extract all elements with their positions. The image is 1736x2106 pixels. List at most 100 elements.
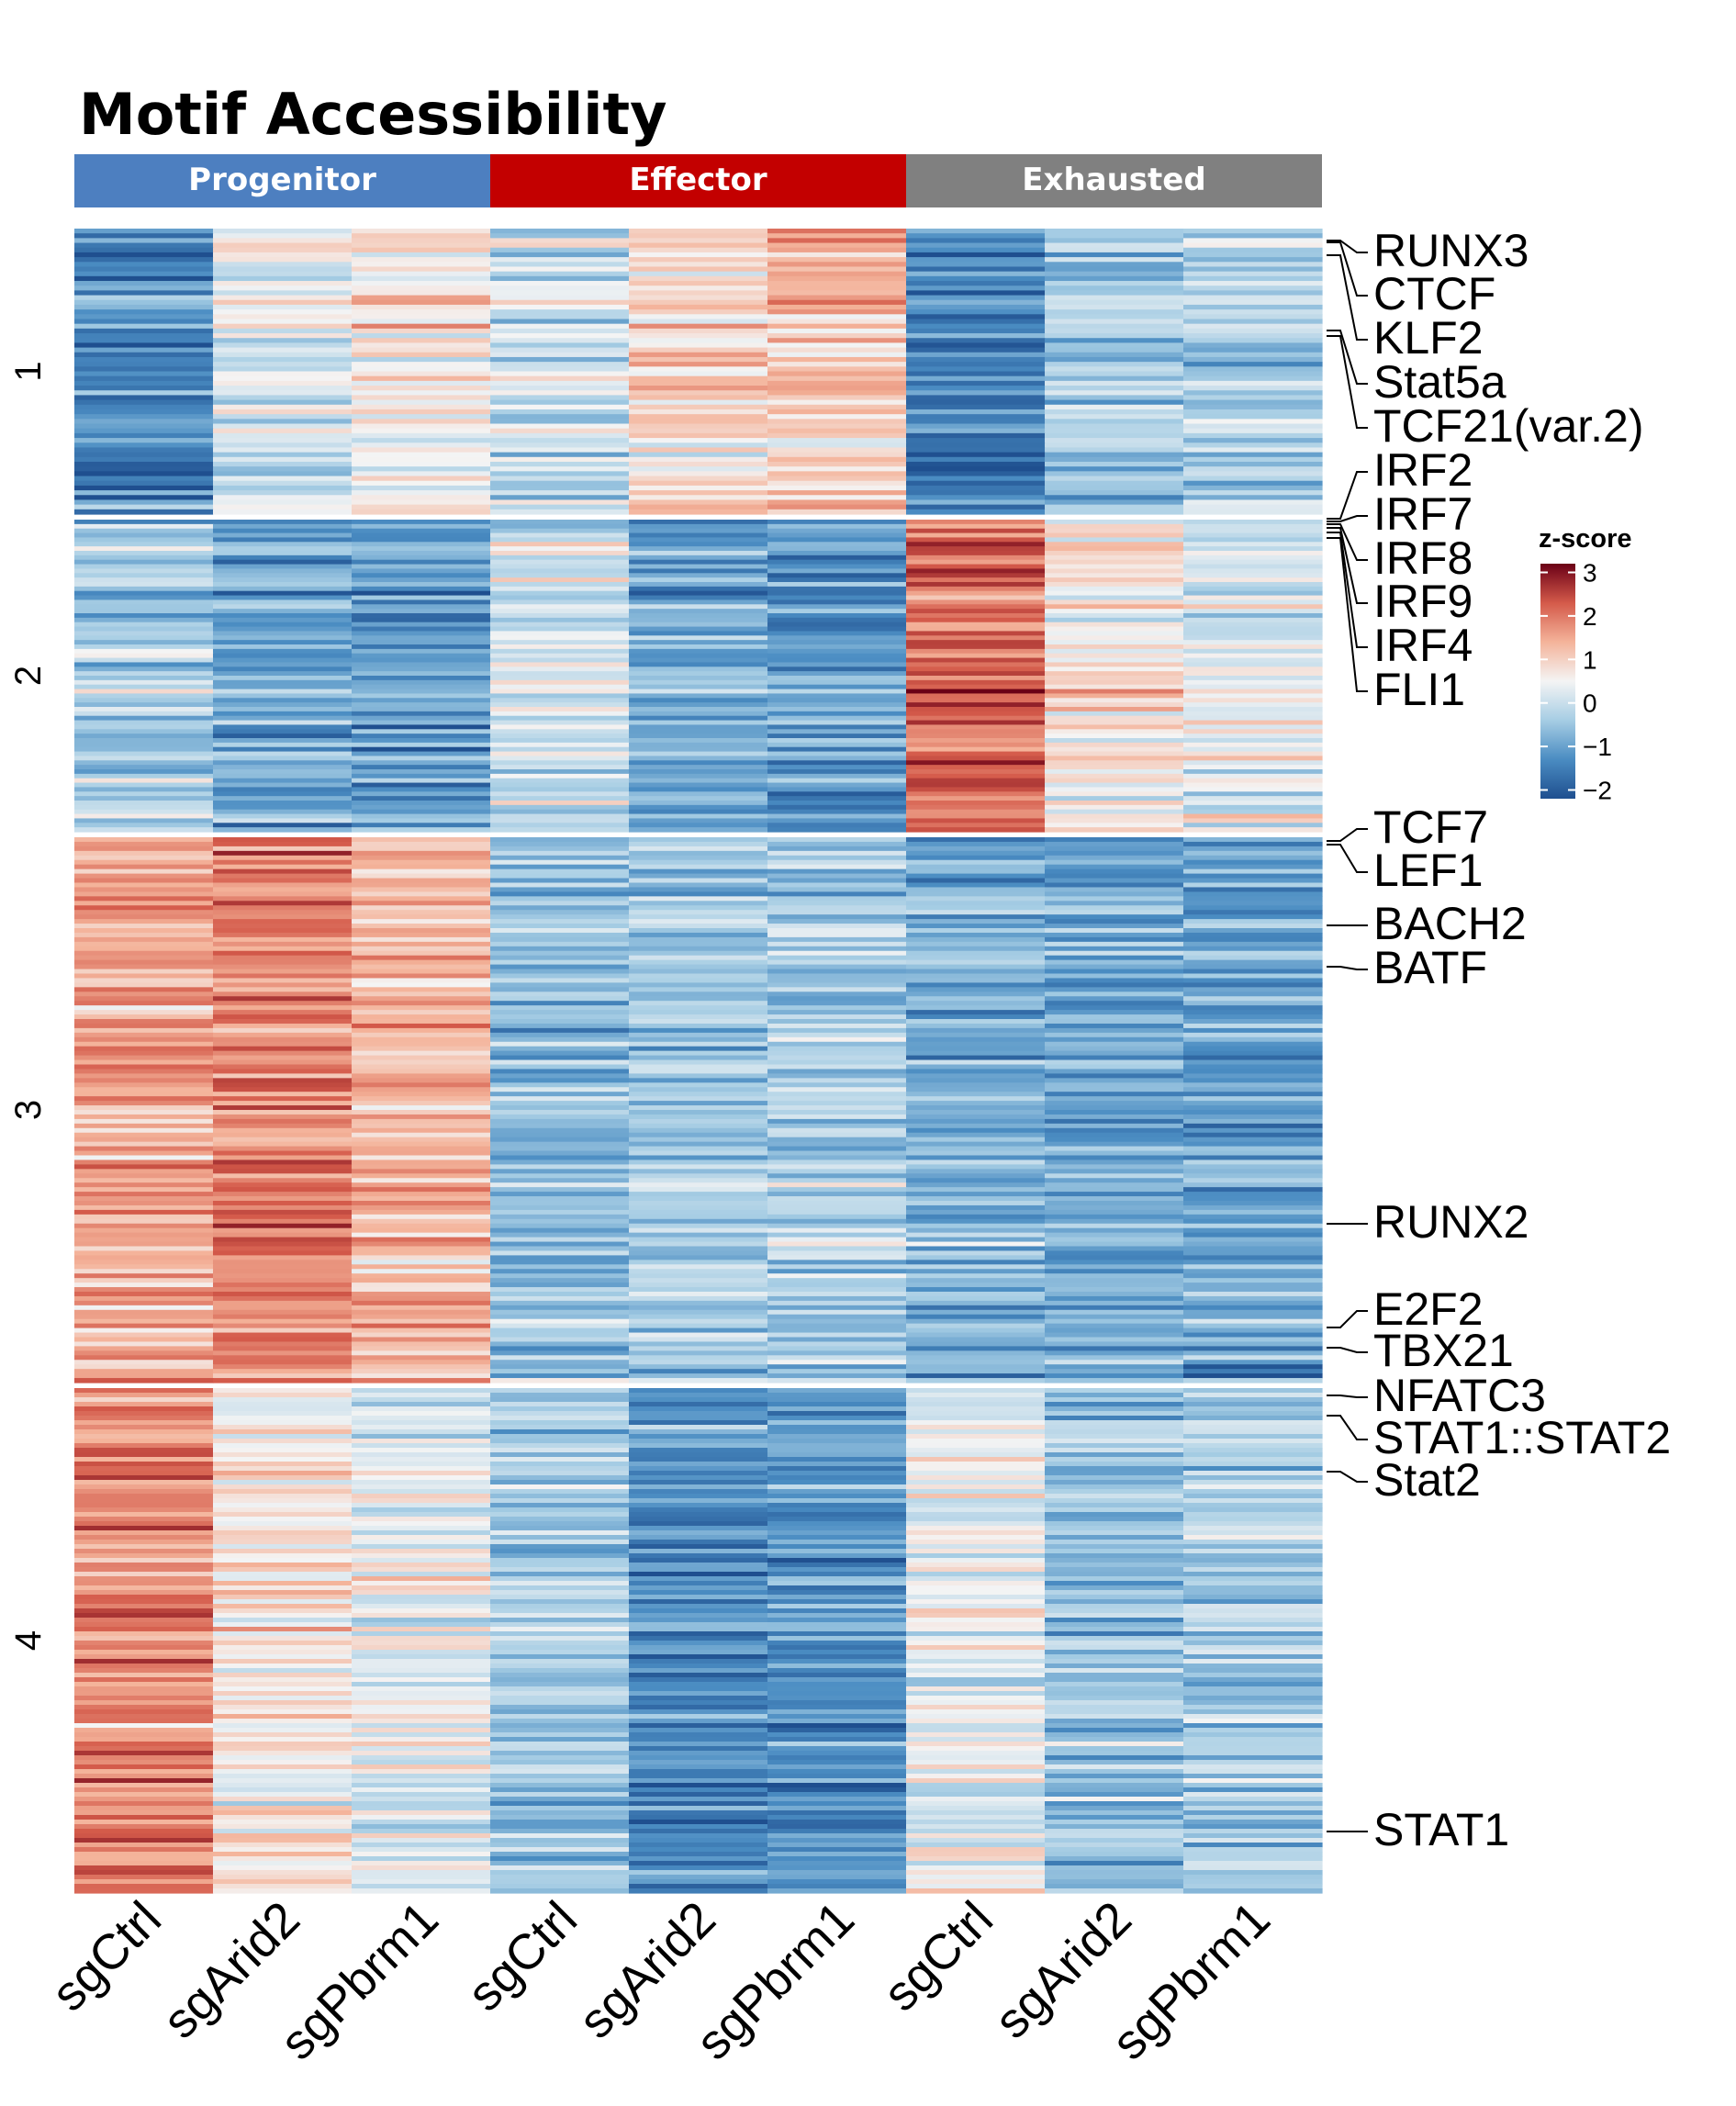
heatmap-cell bbox=[629, 399, 768, 406]
heatmap-cell bbox=[906, 969, 1046, 975]
heatmap-cell bbox=[906, 304, 1046, 310]
heatmap-cell bbox=[74, 804, 214, 811]
heatmap-cell bbox=[352, 996, 491, 1002]
heatmap-cell bbox=[213, 338, 353, 343]
heatmap-cell bbox=[352, 1173, 491, 1179]
heatmap-cell bbox=[74, 1406, 214, 1412]
heatmap-cell bbox=[74, 1146, 214, 1152]
heatmap-cell bbox=[1183, 1751, 1323, 1756]
heatmap-cell bbox=[1183, 480, 1323, 487]
heatmap-cell bbox=[1045, 262, 1184, 268]
heatmap-cell bbox=[906, 568, 1046, 574]
heatmap-cell bbox=[1183, 338, 1323, 343]
heatmap-cell bbox=[629, 1201, 768, 1206]
heatmap-cell bbox=[352, 1709, 491, 1715]
heatmap-cell bbox=[1045, 1001, 1184, 1006]
heatmap-cell bbox=[74, 1838, 214, 1843]
heatmap-cell bbox=[629, 1187, 768, 1193]
heatmap-cell bbox=[490, 452, 630, 458]
heatmap-cell bbox=[213, 252, 353, 258]
heatmap-cell bbox=[629, 1856, 768, 1862]
heatmap-cell bbox=[1183, 787, 1323, 792]
heatmap-cell bbox=[1183, 1870, 1323, 1876]
heatmap-cell bbox=[1045, 1110, 1184, 1115]
motif-label: TBX21 bbox=[1373, 1325, 1514, 1376]
heatmap-cell bbox=[1183, 1110, 1323, 1115]
heatmap-cell bbox=[352, 1764, 491, 1770]
heatmap-cell bbox=[213, 1155, 353, 1161]
heatmap-cell bbox=[490, 1114, 630, 1120]
heatmap-cell bbox=[767, 773, 907, 779]
heatmap-cell bbox=[1045, 919, 1184, 924]
heatmap-cell bbox=[490, 850, 630, 857]
heatmap-cell bbox=[490, 286, 630, 291]
heatmap-cell bbox=[213, 1475, 353, 1481]
heatmap-cell bbox=[1045, 1810, 1184, 1816]
heatmap-cell bbox=[1183, 1214, 1323, 1220]
heatmap-cell bbox=[767, 1036, 907, 1043]
heatmap-cell bbox=[1183, 1829, 1323, 1834]
heatmap-cell bbox=[352, 702, 491, 708]
heatmap-cell bbox=[490, 873, 630, 879]
heatmap-cell bbox=[767, 528, 907, 534]
heatmap-cell bbox=[74, 662, 214, 667]
heatmap-cell bbox=[1183, 746, 1323, 753]
heatmap-cell bbox=[906, 528, 1046, 534]
heatmap-cell bbox=[767, 1314, 907, 1320]
heatmap-cell bbox=[767, 1595, 907, 1600]
heatmap-cell bbox=[629, 590, 768, 597]
heatmap-cell bbox=[352, 461, 491, 467]
heatmap-cell bbox=[1183, 631, 1323, 636]
heatmap-cell bbox=[490, 520, 630, 525]
heatmap-cell bbox=[629, 290, 768, 297]
heatmap-cell bbox=[490, 1783, 630, 1788]
heatmap-cell bbox=[490, 1719, 630, 1724]
heatmap-cell bbox=[767, 1673, 907, 1678]
heatmap-cell bbox=[1183, 1393, 1323, 1398]
heatmap-cell bbox=[1045, 1714, 1184, 1720]
heatmap-cell bbox=[767, 399, 907, 406]
heatmap-cell bbox=[906, 271, 1046, 277]
heatmap-cell bbox=[906, 1001, 1046, 1006]
heatmap-cell bbox=[213, 969, 353, 975]
heatmap-cell bbox=[1045, 873, 1184, 879]
heatmap-cell bbox=[490, 864, 630, 870]
heatmap-cell bbox=[352, 1420, 491, 1426]
heatmap-cell bbox=[629, 1173, 768, 1179]
heatmap-cell bbox=[906, 818, 1046, 823]
heatmap-cell bbox=[74, 471, 214, 477]
heatmap-cell bbox=[767, 328, 907, 334]
heatmap-cell bbox=[1183, 1599, 1323, 1605]
heatmap-cell bbox=[352, 1691, 491, 1697]
heatmap-cell bbox=[767, 1305, 907, 1311]
heatmap-cell bbox=[490, 1123, 630, 1129]
heatmap-cell bbox=[629, 342, 768, 349]
heatmap-cell bbox=[1183, 1778, 1323, 1784]
heatmap-cell bbox=[629, 1870, 768, 1876]
heatmap-cell bbox=[490, 1599, 630, 1605]
heatmap-cell bbox=[1045, 1645, 1184, 1651]
heatmap-cell bbox=[74, 1036, 214, 1043]
heatmap-cell bbox=[1183, 1137, 1323, 1143]
heatmap-cell bbox=[213, 299, 353, 306]
heatmap-cell bbox=[352, 1540, 491, 1545]
heatmap-cell bbox=[1183, 1856, 1323, 1862]
heatmap-cell bbox=[1183, 568, 1323, 574]
heatmap-cell bbox=[213, 1346, 353, 1351]
heatmap-cell bbox=[74, 568, 214, 574]
heatmap-cell bbox=[629, 1719, 768, 1724]
heatmap-cell bbox=[74, 905, 214, 911]
heatmap-cell bbox=[213, 1576, 353, 1582]
heatmap-cell bbox=[906, 1540, 1046, 1545]
heatmap-cell bbox=[1183, 1078, 1323, 1083]
heatmap-cell bbox=[767, 1406, 907, 1412]
heatmap-cell bbox=[629, 671, 768, 677]
heatmap-cell bbox=[1045, 1164, 1184, 1170]
heatmap-cell bbox=[74, 1388, 214, 1394]
heatmap-cell bbox=[490, 1255, 630, 1260]
heatmap-cell bbox=[1045, 667, 1184, 672]
heatmap-cell bbox=[74, 304, 214, 310]
heatmap-cell bbox=[1183, 1201, 1323, 1206]
heatmap-cell bbox=[629, 1178, 768, 1183]
heatmap-cell bbox=[629, 490, 768, 496]
